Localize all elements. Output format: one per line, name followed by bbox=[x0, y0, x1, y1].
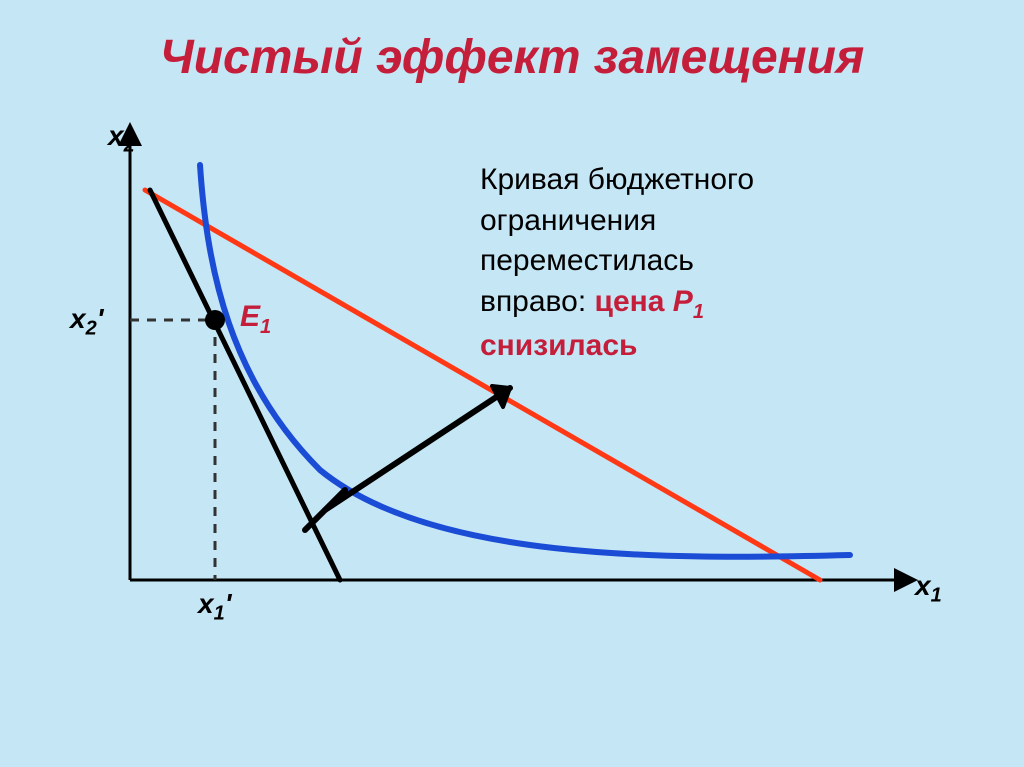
arrow-shaft bbox=[325, 388, 510, 510]
chart-area: x2 x1 x2' x1' E1 Кривая бюджетного огран… bbox=[0, 120, 1024, 720]
equilibrium-point bbox=[205, 310, 225, 330]
equilibrium-label: E1 bbox=[240, 300, 271, 339]
x-axis-label: x1 bbox=[915, 570, 942, 608]
annotation-text: Кривая бюджетного ограничения переместил… bbox=[480, 160, 940, 366]
x-tick-label: x1' bbox=[198, 588, 231, 626]
y-tick-label: x2' bbox=[70, 303, 103, 341]
page-title: Чистый эффект замещения bbox=[0, 0, 1024, 85]
y-axis-label: x2 bbox=[108, 120, 135, 158]
